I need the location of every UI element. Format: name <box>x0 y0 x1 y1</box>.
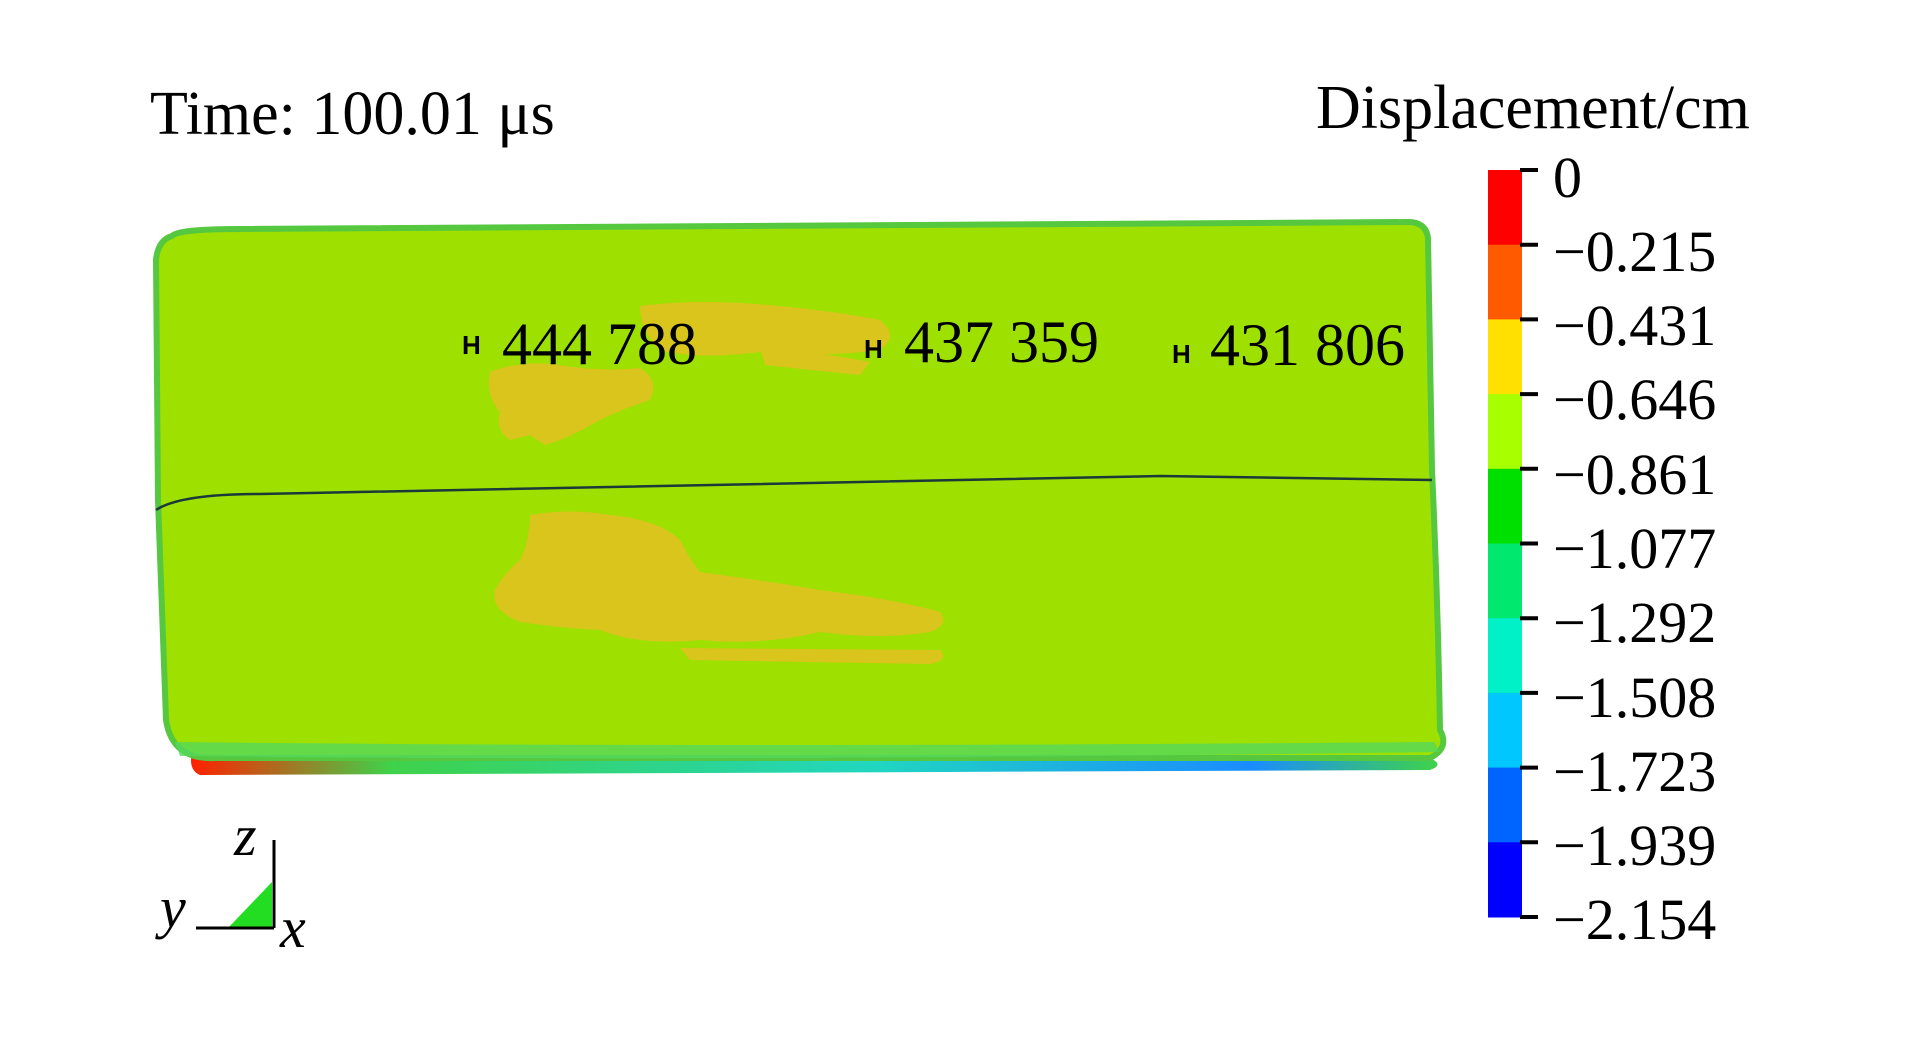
legend-band <box>1488 170 1522 246</box>
node-marker: H <box>462 330 481 360</box>
node-label: 437 359 <box>904 309 1099 375</box>
plate-side-band <box>175 742 1440 759</box>
plate-outline <box>152 218 1447 762</box>
legend-tick-label: −0.861 <box>1553 442 1717 507</box>
legend-tick-label: −0.431 <box>1553 293 1717 358</box>
x-axis-label: x <box>280 895 306 960</box>
triad-green-wedge <box>228 882 272 928</box>
node-marker: H <box>864 334 883 364</box>
axes-triad <box>196 840 276 930</box>
node-label: 431 806 <box>1210 312 1405 378</box>
legend-tick-label: −1.939 <box>1553 813 1717 878</box>
hotspot-upper-streak-2 <box>760 348 870 375</box>
legend-band <box>1488 319 1522 395</box>
legend-tick-label: −1.723 <box>1553 739 1717 804</box>
node-label: 444 788 <box>502 311 697 377</box>
legend-title: Displacement/cm <box>1316 74 1750 142</box>
legend-band <box>1488 692 1522 769</box>
hotspot-lower <box>494 511 944 642</box>
node-marker: H <box>1172 339 1191 369</box>
legend-tick-label: −2.154 <box>1553 887 1717 952</box>
hotspot-lower-tail <box>680 648 944 664</box>
z-axis-label: z <box>234 803 257 868</box>
time-label: Time: 100.01 μs <box>150 80 555 148</box>
legend-band <box>1488 244 1522 320</box>
legend-band <box>1488 394 1522 470</box>
legend-band <box>1488 468 1522 544</box>
legend-tick-label: −1.508 <box>1553 665 1717 730</box>
hotspot-upper <box>488 363 654 445</box>
legend-band <box>1488 842 1522 918</box>
legend-band <box>1488 543 1522 619</box>
legend-band <box>1488 767 1522 843</box>
mid-seam-line <box>155 474 1433 512</box>
legend-tick-label: 0 <box>1553 145 1582 210</box>
y-axis-label: y <box>160 875 186 940</box>
legend-tick-label: −1.292 <box>1553 590 1717 655</box>
legend-tick-label: −0.646 <box>1553 367 1717 432</box>
legend-tick-label: −0.215 <box>1553 219 1717 284</box>
legend-tick-label: −1.077 <box>1553 516 1717 581</box>
deformed-plate <box>152 218 1447 775</box>
legend-band <box>1488 618 1522 694</box>
legend-color-bar <box>1488 168 1538 919</box>
hotspot-upper-streak <box>640 302 890 356</box>
